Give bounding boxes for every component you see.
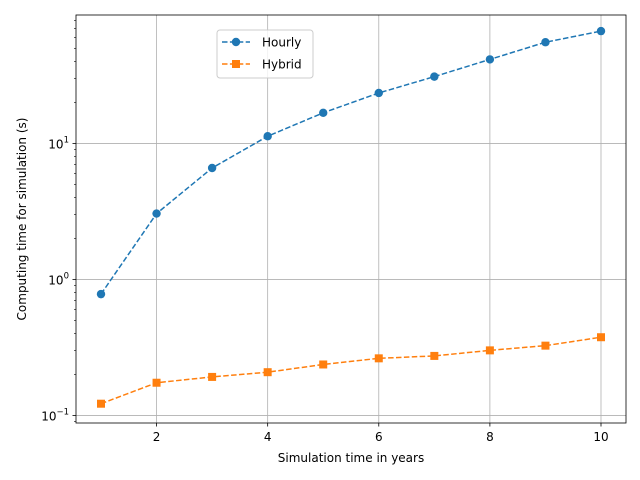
y-tick-label: 100 — [48, 271, 69, 287]
legend-label: Hybrid — [262, 58, 302, 72]
data-point — [263, 368, 272, 377]
data-point — [596, 26, 606, 36]
x-axis-label: Simulation time in years — [278, 451, 424, 465]
data-point — [374, 88, 383, 98]
data-point — [152, 378, 161, 387]
data-point — [541, 341, 550, 350]
data-point — [97, 399, 105, 408]
legend-marker — [232, 60, 240, 68]
data-point — [430, 72, 439, 81]
data-point — [541, 38, 550, 47]
data-point — [485, 55, 495, 64]
data-point — [319, 360, 328, 369]
x-tick-label: 2 — [153, 430, 161, 444]
data-point — [263, 132, 272, 141]
data-point — [207, 163, 217, 173]
series-line — [100, 336, 602, 405]
data-point — [96, 289, 106, 299]
series-hybrid — [97, 333, 605, 408]
y-axis: 10−1 100 101 — [41, 20, 76, 423]
x-tick-label: 4 — [264, 430, 272, 444]
data-point — [597, 333, 605, 342]
series-layer — [96, 26, 606, 408]
grid — [76, 15, 626, 423]
data-point — [430, 351, 439, 360]
legend: Hourly Hybrid — [216, 29, 314, 79]
data-point — [374, 354, 383, 363]
legend-label: Hourly — [262, 36, 301, 50]
data-point — [208, 372, 217, 381]
series-line — [100, 30, 602, 295]
y-tick-label: 10−1 — [41, 407, 69, 423]
legend-entry: Hourly — [222, 36, 301, 50]
plot-frame — [75, 14, 627, 424]
x-axis: 2 4 6 8 10 — [153, 423, 609, 444]
x-tick-label: 10 — [593, 430, 608, 444]
x-tick-label: 6 — [375, 430, 383, 444]
data-point — [485, 346, 494, 355]
legend-entry: Hybrid — [222, 58, 302, 72]
y-axis-label: Computing time for simulation (s) — [15, 118, 29, 321]
data-point — [319, 108, 328, 118]
y-tick-label: 101 — [48, 135, 69, 151]
series-hourly — [96, 26, 606, 299]
legend-marker — [231, 37, 241, 47]
data-point — [152, 209, 161, 218]
x-tick-label: 8 — [486, 430, 494, 444]
